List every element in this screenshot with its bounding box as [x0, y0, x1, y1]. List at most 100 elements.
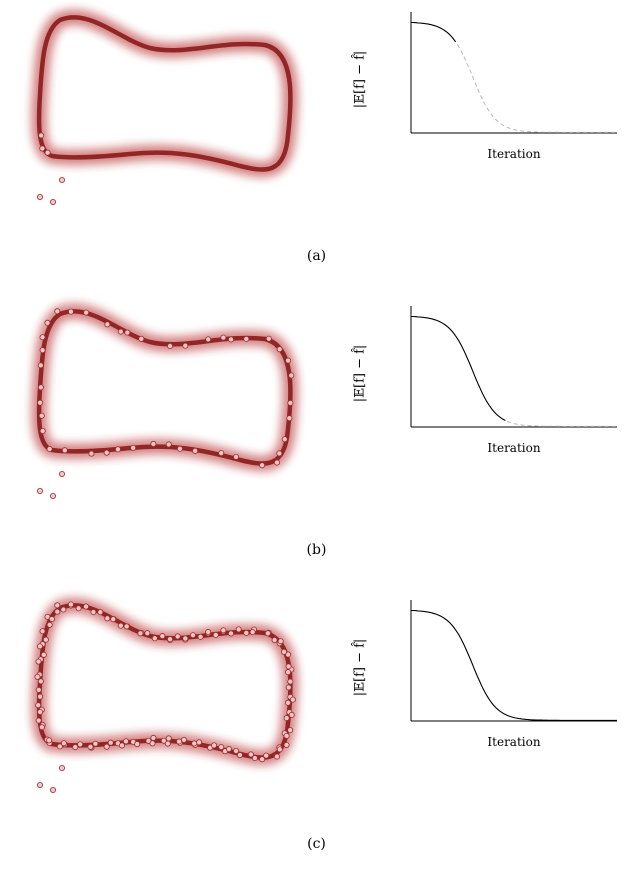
- sample-point: [218, 450, 225, 457]
- sample-point: [90, 609, 97, 616]
- panel-caption: (c): [307, 836, 326, 852]
- sample-point: [36, 643, 43, 650]
- sample-point: [34, 673, 41, 680]
- sample-point: [37, 384, 44, 391]
- sample-point: [37, 708, 44, 715]
- x-axis-label: Iteration: [487, 735, 541, 749]
- sample-point: [285, 699, 292, 706]
- sample-point: [277, 638, 284, 645]
- sample-point: [137, 630, 144, 637]
- x-axis-label: Iteration: [487, 147, 541, 161]
- sample-point: [192, 447, 199, 454]
- sample-point: [46, 621, 53, 628]
- sample-point: [249, 629, 256, 636]
- error-curve: [411, 315, 506, 421]
- panel-c-canvas: [31, 597, 617, 793]
- sample-point: [197, 633, 204, 640]
- sample-point: [288, 372, 295, 379]
- sample-point: [160, 737, 167, 744]
- sample-point: [118, 742, 125, 749]
- sample-point: [35, 702, 42, 709]
- sample-point: [228, 336, 235, 343]
- sample-point: [37, 399, 44, 406]
- sample-point: [87, 743, 94, 750]
- light-path: [36, 15, 293, 172]
- panel-b-canvas: [31, 303, 617, 499]
- sample-point: [149, 740, 156, 747]
- sample-point: [273, 459, 280, 466]
- sample-point: [107, 739, 114, 746]
- sample-point: [103, 449, 110, 456]
- sample-point-off-path: [59, 764, 66, 771]
- sample-point: [88, 450, 95, 457]
- sample-point: [176, 738, 183, 745]
- sample-point: [97, 609, 104, 616]
- sample-point: [39, 145, 46, 152]
- path-glow: [31, 9, 299, 178]
- sample-point: [285, 669, 292, 676]
- sample-point: [38, 132, 45, 139]
- sample-point: [130, 444, 137, 451]
- sample-point: [44, 149, 51, 156]
- sample-point: [211, 742, 218, 749]
- sample-point: [159, 633, 166, 640]
- sample-point: [189, 632, 196, 639]
- sample-point: [180, 736, 187, 743]
- sample-point: [251, 755, 258, 762]
- sample-point: [44, 319, 51, 326]
- sample-point: [39, 334, 46, 341]
- sample-point: [264, 630, 271, 637]
- sample-point: [220, 627, 227, 634]
- sample-point: [83, 603, 90, 610]
- sample-point: [56, 743, 63, 750]
- sample-point: [285, 357, 292, 364]
- sample-point: [150, 440, 157, 447]
- sample-point: [138, 335, 145, 342]
- sample-point: [77, 741, 84, 748]
- sample-point: [150, 734, 157, 741]
- sample-point: [182, 635, 189, 642]
- sample-point: [38, 412, 45, 419]
- sample-point: [83, 309, 90, 316]
- sample-point: [212, 631, 219, 638]
- error-curve-projected: [456, 44, 617, 133]
- sample-point: [67, 601, 74, 608]
- sample-point: [287, 678, 294, 685]
- sample-point: [167, 343, 174, 350]
- sample-point: [103, 743, 110, 750]
- sample-point-off-path: [59, 470, 66, 477]
- sample-point: [165, 441, 172, 448]
- sample-point: [259, 462, 266, 469]
- sample-point: [276, 450, 283, 457]
- sample-point: [123, 623, 130, 630]
- sample-point: [205, 336, 212, 343]
- figure-panel-a: |𝔼[f] − f̂| Iteration (a): [0, 0, 633, 290]
- sample-point: [285, 651, 292, 658]
- sample-point: [61, 447, 68, 454]
- sample-point: [38, 724, 45, 731]
- error-curve-projected: [506, 420, 617, 427]
- sample-point: [285, 663, 292, 670]
- sample-point: [54, 608, 61, 615]
- sample-point: [287, 399, 294, 406]
- sample-point: [42, 636, 49, 643]
- sample-point: [228, 630, 235, 637]
- sample-point: [218, 744, 225, 751]
- sample-point: [263, 752, 270, 759]
- sample-point: [286, 415, 293, 422]
- sample-point: [236, 752, 243, 759]
- panel-a-canvas: [31, 9, 617, 205]
- sample-point: [110, 616, 117, 623]
- sample-point-off-path: [50, 492, 57, 499]
- sample-point: [124, 329, 131, 336]
- sample-point: [92, 740, 99, 747]
- sample-point: [144, 630, 151, 637]
- sample-point: [151, 635, 158, 642]
- sample-point-off-path: [50, 198, 57, 205]
- sample-point: [46, 737, 53, 744]
- sample-point: [174, 633, 181, 640]
- sample-point: [276, 746, 283, 753]
- sample-point: [114, 446, 121, 453]
- sample-point: [259, 756, 266, 763]
- figure-panel-b: |𝔼[f] − f̂| Iteration (b): [0, 294, 633, 584]
